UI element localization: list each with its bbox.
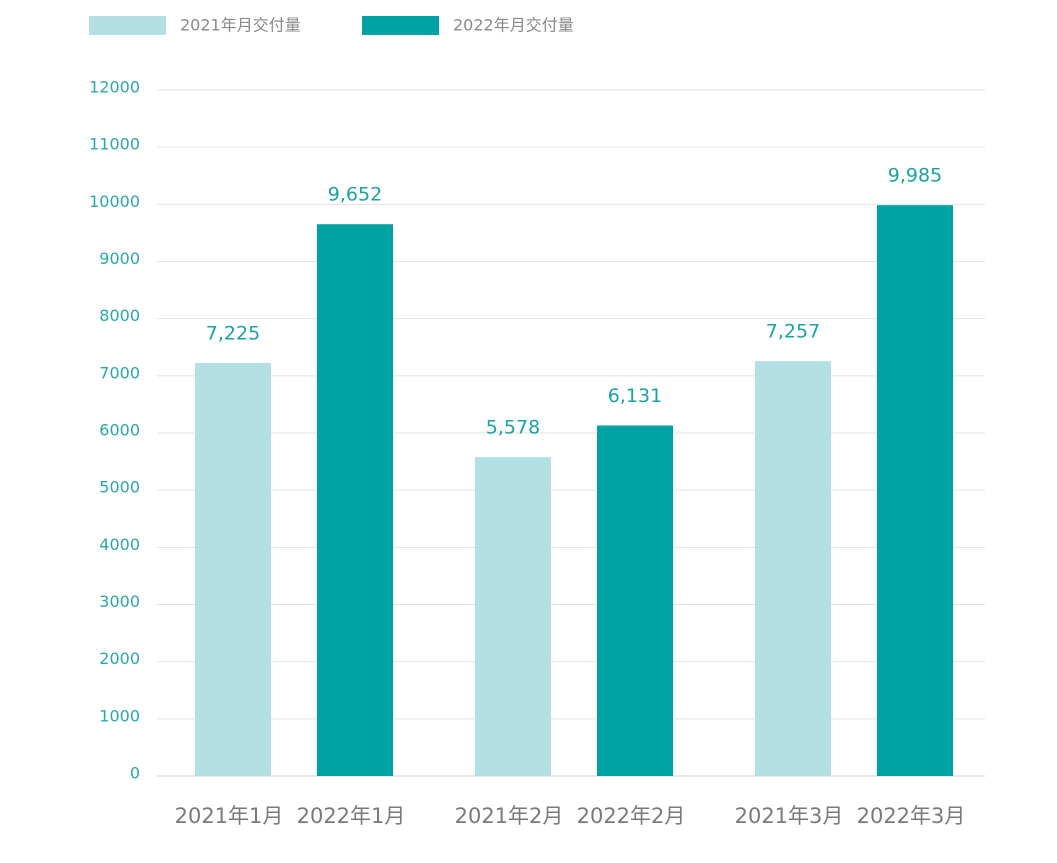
y-tick-label: 3000 <box>99 592 140 611</box>
y-tick-label: 11000 <box>89 135 140 154</box>
legend-swatch <box>362 16 439 35</box>
y-tick-label: 7000 <box>99 363 140 382</box>
bar <box>317 224 393 776</box>
bar <box>877 205 953 777</box>
x-tick-label: 2022年3月 <box>857 804 966 828</box>
bar <box>597 425 673 776</box>
legend-label: 2022年月交付量 <box>453 16 574 35</box>
bar <box>755 361 831 776</box>
y-tick-label: 5000 <box>99 478 140 497</box>
y-tick-label: 6000 <box>99 421 140 440</box>
value-label: 7,257 <box>766 321 820 343</box>
value-label: 7,225 <box>206 322 260 344</box>
y-tick-label: 9000 <box>99 249 140 268</box>
x-tick-label: 2022年1月 <box>297 804 406 828</box>
x-tick-label: 2021年2月 <box>455 804 564 828</box>
y-tick-label: 10000 <box>89 192 140 211</box>
x-tick-label: 2021年1月 <box>175 804 284 828</box>
x-tick-label: 2021年3月 <box>735 804 844 828</box>
y-tick-label: 2000 <box>99 649 140 668</box>
legend-swatch <box>89 16 166 35</box>
y-tick-label: 8000 <box>99 306 140 325</box>
value-label: 6,131 <box>608 385 662 407</box>
legend-label: 2021年月交付量 <box>180 16 301 35</box>
bar <box>195 362 271 776</box>
y-tick-label: 12000 <box>89 78 140 97</box>
y-tick-label: 4000 <box>99 535 140 554</box>
x-tick-label: 2022年2月 <box>577 804 686 828</box>
y-tick-label: 1000 <box>99 706 140 725</box>
value-label: 5,578 <box>486 417 540 439</box>
value-label: 9,985 <box>888 165 942 187</box>
y-tick-label: 0 <box>130 764 140 783</box>
bar <box>475 457 551 776</box>
value-label: 9,652 <box>328 184 382 206</box>
